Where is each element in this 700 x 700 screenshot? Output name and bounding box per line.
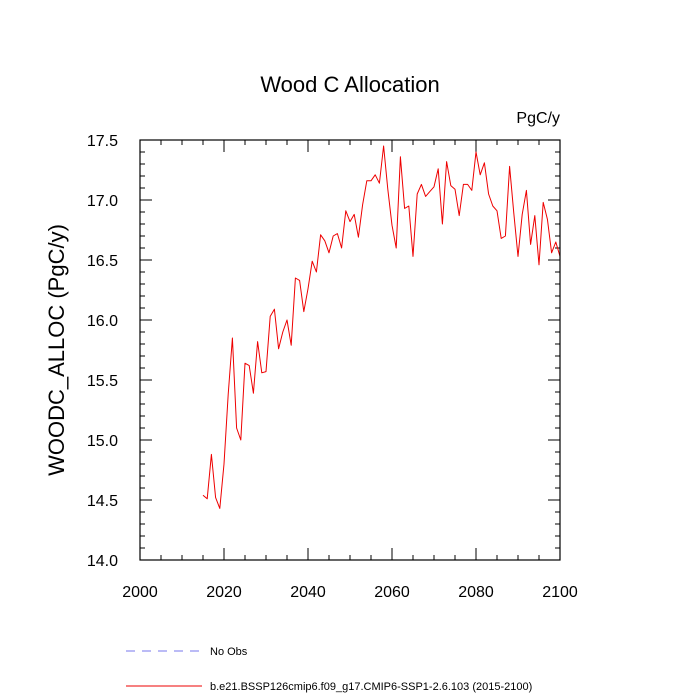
y-tick-label: 17.0 xyxy=(87,193,118,210)
axis-tick-labels: 2000 2020 2040 2060 2080 2100 14.0 14.5 15.0 15.5… xyxy=(87,133,578,601)
chart-title: Wood C Allocation xyxy=(260,72,439,97)
legend: No Obs b.e21.BSSP126cmip6.f09_g17.CMIP6-… xyxy=(126,646,532,693)
x-tick-label: 2020 xyxy=(206,584,242,601)
x-tick-label: 2000 xyxy=(122,584,158,601)
x-tick-label: 2060 xyxy=(374,584,410,601)
y-tick-label: 14.0 xyxy=(87,553,118,570)
x-tick-label: 2100 xyxy=(542,584,578,601)
y-axis-label: WOODC_ALLOC (PgC/y) xyxy=(44,224,69,476)
y-tick-label: 15.0 xyxy=(87,433,118,450)
y-tick-label: 15.5 xyxy=(87,373,118,390)
x-tick-label: 2080 xyxy=(458,584,494,601)
units-label: PgC/y xyxy=(516,110,560,127)
y-tick-label: 14.5 xyxy=(87,493,118,510)
y-tick-label: 16.5 xyxy=(87,253,118,270)
legend-label-ssp126: b.e21.BSSP126cmip6.f09_g17.CMIP6-SSP1-2.… xyxy=(210,681,532,693)
plot-frame xyxy=(139,139,561,561)
legend-label-no-obs: No Obs xyxy=(210,646,248,658)
series-line-1 xyxy=(202,145,561,509)
x-tick-label: 2040 xyxy=(290,584,326,601)
y-tick-label: 17.5 xyxy=(87,133,118,150)
series-layer xyxy=(202,145,561,509)
axis-ticks xyxy=(139,139,561,561)
y-tick-label: 16.0 xyxy=(87,313,118,330)
